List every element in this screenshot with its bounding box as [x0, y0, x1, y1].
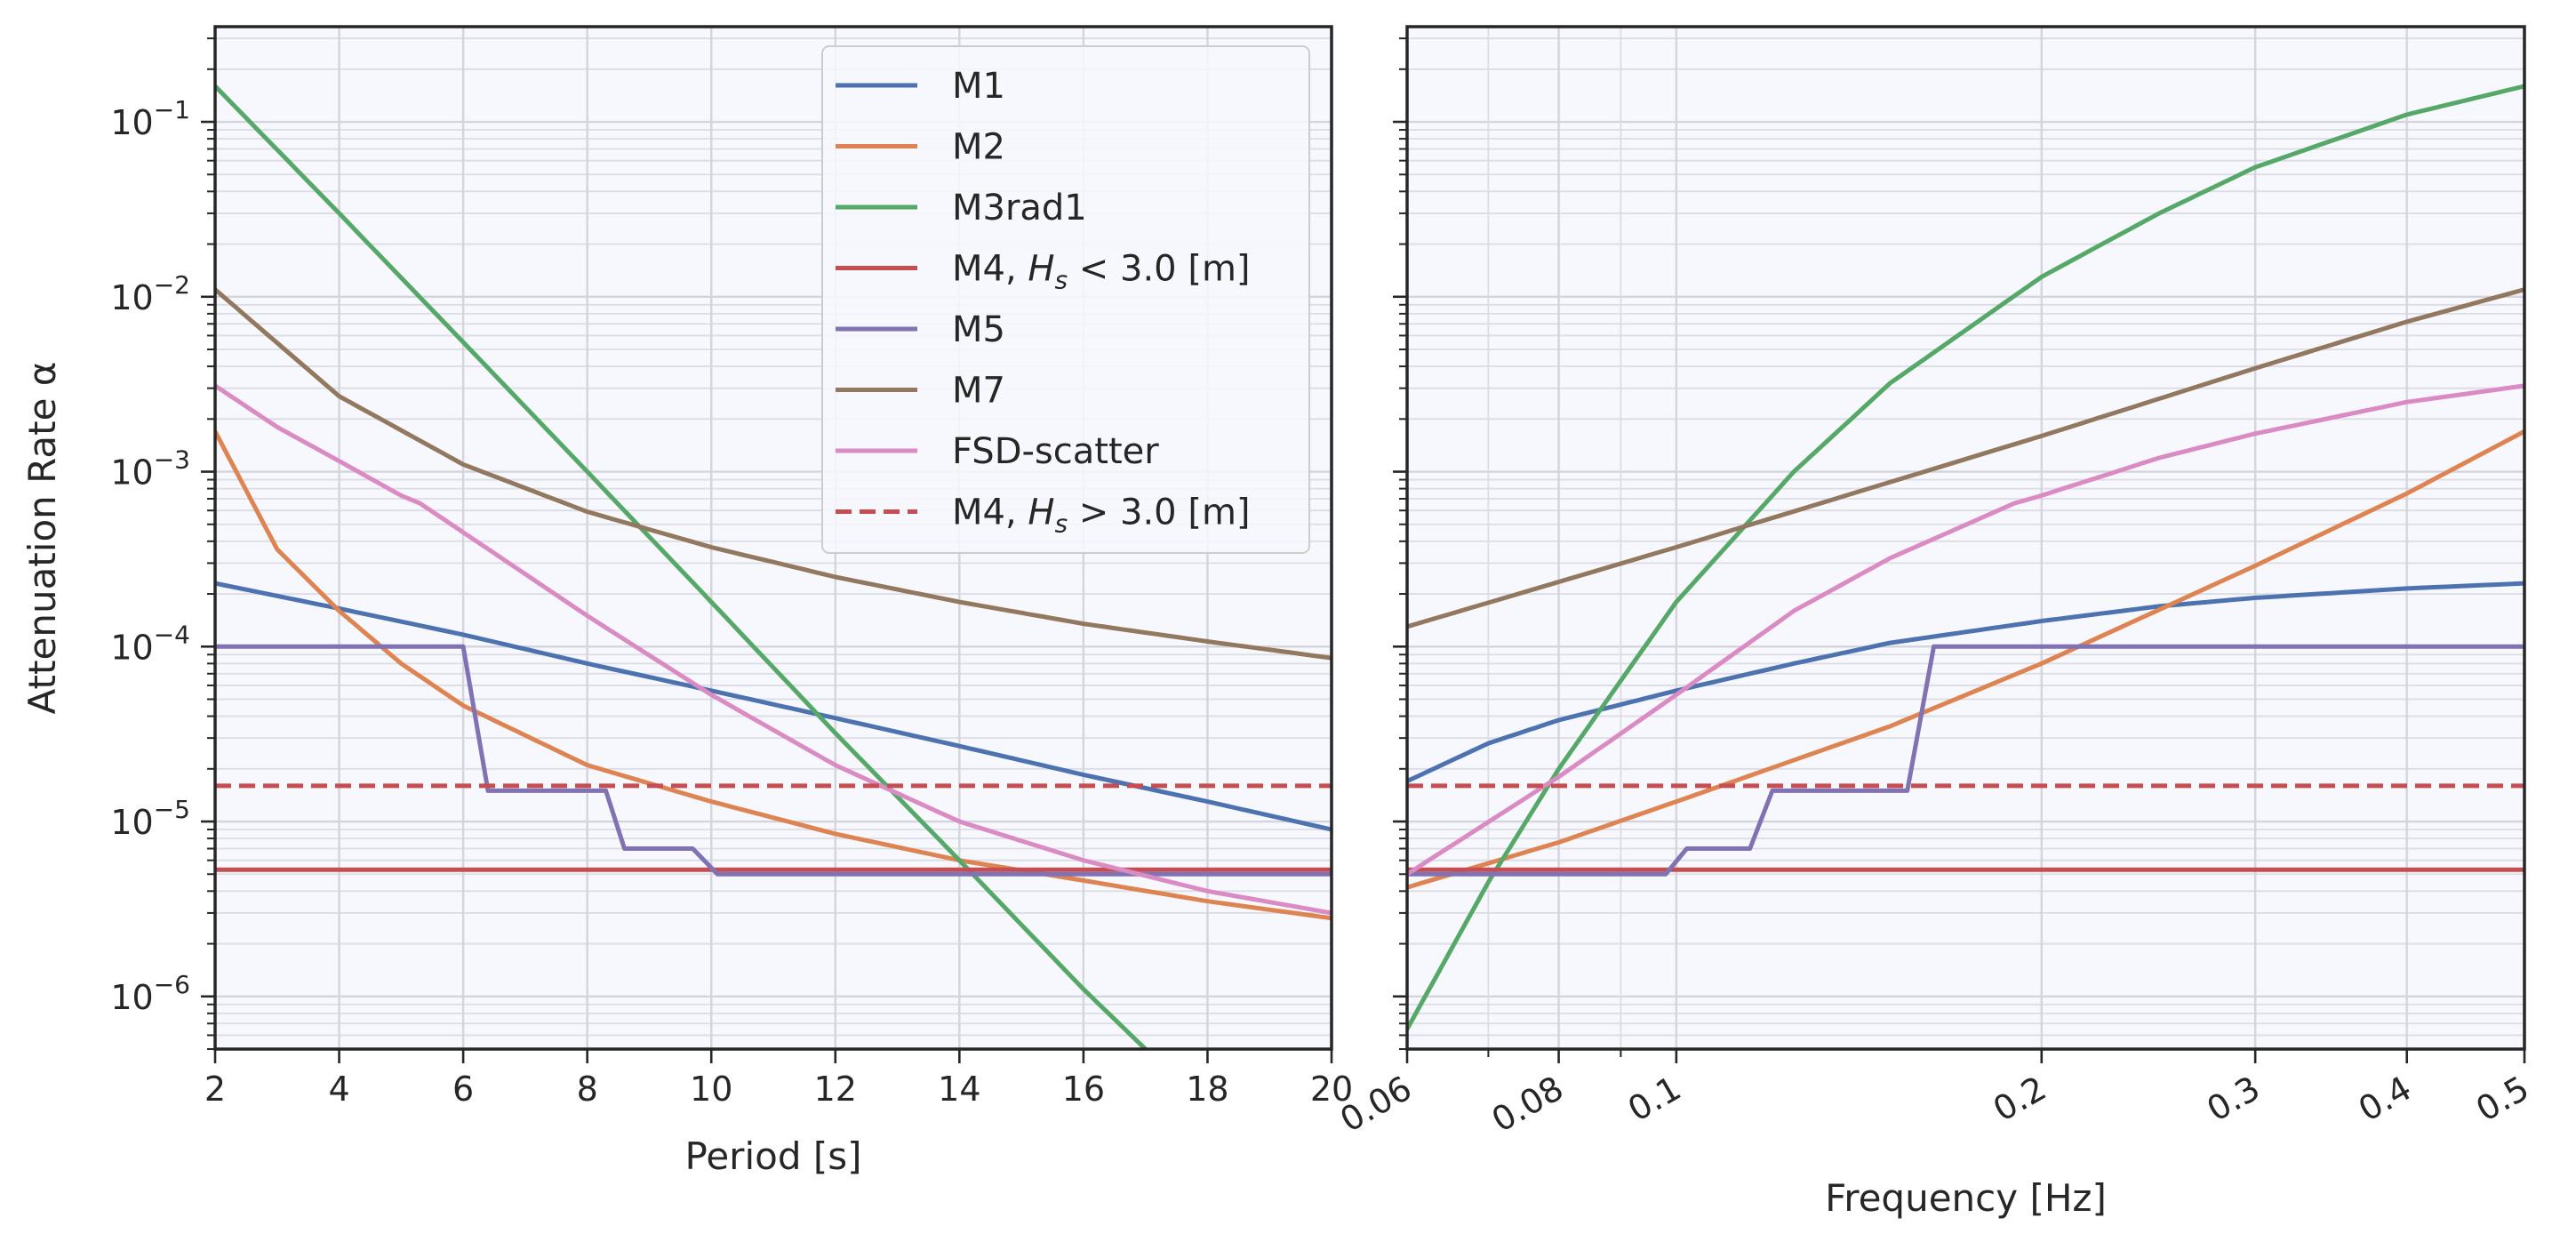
x-tick-label: 0.3 [2200, 1069, 2266, 1129]
axes-frame-right [1405, 25, 2526, 1051]
x-tick-label: 6 [452, 1070, 474, 1109]
x-tick-label: 12 [814, 1070, 857, 1109]
y-tick-label: 10−5 [110, 795, 190, 842]
x-tick-label: 14 [938, 1070, 980, 1109]
series-group-right [1407, 84, 2524, 1030]
chart-panel-left: 2 4 6 8 10 12 14 16 18 20 10−6 10−5 10−4 10−3 10−2 10−1… [20, 25, 1353, 1178]
series-group-left [215, 84, 1332, 1049]
y-tick-label: 10−2 [110, 270, 190, 317]
x-tick-label: 10 [690, 1070, 732, 1109]
x-tick-label: 2 [204, 1070, 226, 1109]
x-tick-label: 0.08 [1485, 1069, 1570, 1140]
series-line-m7 [1407, 287, 2524, 629]
series-line-m1 [215, 581, 1332, 832]
legend: M1 M2 M3rad1 M4, Hs < 3.0 [m] M5 M7 FSD-scatte… [821, 45, 1310, 554]
series-line-fsd-scatter [1407, 383, 2524, 877]
x-axis-title: Frequency [Hz] [1825, 1176, 2107, 1220]
x-tick-label: 0.1 [1621, 1069, 1687, 1129]
x-axis-title: Period [s] [685, 1134, 862, 1178]
x-tick-label: 18 [1186, 1070, 1228, 1109]
series-line-m2 [215, 430, 1332, 921]
y-tick-label: 10−1 [110, 95, 190, 142]
x-tick-label: 0.4 [2352, 1069, 2418, 1129]
x-tick-label: 8 [577, 1070, 598, 1109]
series-line-m5 [215, 644, 1332, 877]
x-tick-label: 16 [1062, 1070, 1105, 1109]
legend-entry-label: M7 [952, 371, 1005, 412]
legend-entry-label: M3rad1 [952, 188, 1087, 228]
plot-area-right [1407, 27, 2524, 1049]
legend-entry-label: M4, Hs < 3.0 [m] [952, 249, 1251, 295]
legend-entry-label: M2 [952, 127, 1005, 168]
legend-entry-label: M1 [952, 66, 1005, 107]
legend-entry-label: FSD-scatter [952, 431, 1159, 472]
x-tick-label: 4 [328, 1070, 349, 1109]
axes-frame-left [213, 25, 1333, 1051]
legend-box [821, 45, 1310, 554]
y-tick-label: 10−6 [110, 970, 190, 1017]
series-line-m2 [1407, 429, 2524, 890]
x-tick-label: 0.2 [1987, 1069, 2052, 1129]
legend-entry-label: M5 [952, 309, 1005, 350]
x-tick-label: 20 [1310, 1070, 1353, 1109]
series-line-m1 [1407, 581, 2524, 783]
series-line-fsd-scatter [215, 383, 1332, 916]
y-tick-label: 10−4 [110, 620, 190, 667]
y-axis-title: Attenuation Rate α [20, 362, 64, 715]
series-line-m5 [1407, 644, 2524, 877]
legend-entry-label: M4, Hs > 3.0 [m] [952, 493, 1251, 539]
series-line-m7 [215, 287, 1332, 661]
x-tick-label: 0.5 [2469, 1069, 2535, 1129]
series-line-m3rad1 [215, 84, 1148, 1049]
y-tick-label: 10−3 [110, 445, 190, 493]
series-line-m3rad1 [1407, 84, 2524, 1030]
